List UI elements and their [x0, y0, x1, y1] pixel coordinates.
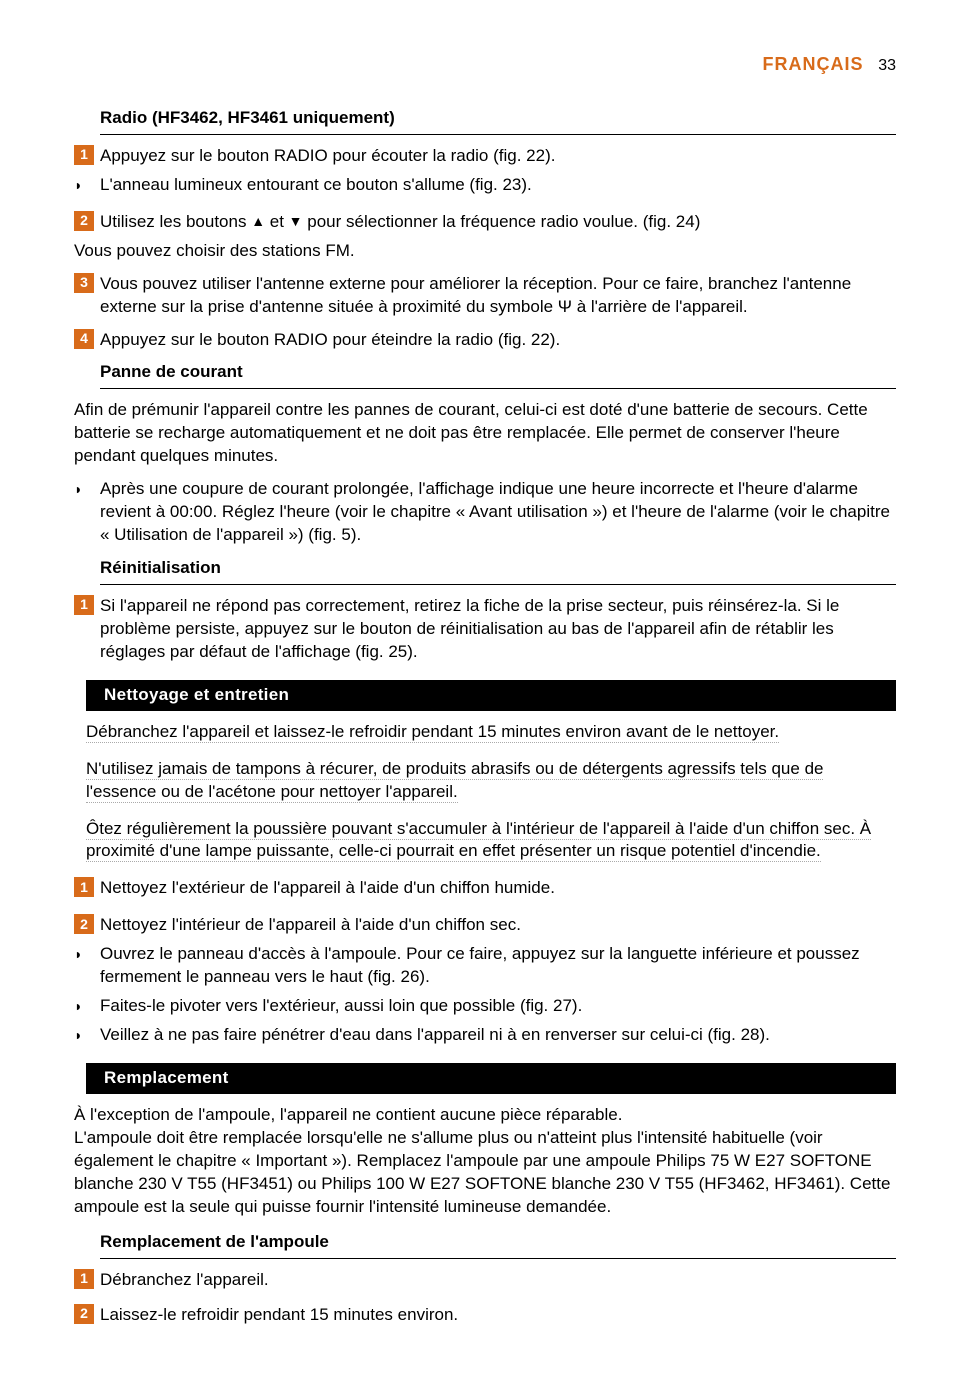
heading-remplacement-ampoule: Remplacement de l'ampoule [100, 1229, 896, 1259]
step-remp-2: 2 Laissez-le refroidir pendant 15 minute… [100, 1304, 896, 1327]
step-text: Débranchez l'appareil. [100, 1269, 896, 1292]
bullet-text: Veillez à ne pas faire pénétrer d'eau da… [100, 1024, 896, 1047]
para-remp-2: L'ampoule doit être remplacée lorsqu'ell… [74, 1127, 896, 1219]
step-text: Utilisez les boutons ▲ et ▼ pour sélecti… [100, 211, 896, 234]
up-arrow-icon: ▲ [251, 213, 265, 229]
step-number: 2 [74, 211, 94, 231]
step-radio-4: 4 Appuyez sur le bouton RADIO pour étein… [100, 329, 896, 352]
para-remp-1: À l'exception de l'ampoule, l'appareil n… [74, 1104, 896, 1127]
text-part: et [265, 212, 289, 231]
step-radio-1: 1 Appuyez sur le bouton RADIO pour écout… [100, 145, 896, 168]
bullet-icon: ◗ [74, 1024, 94, 1046]
bullet-text: Faites-le pivoter vers l'extérieur, auss… [100, 995, 896, 1018]
text-part: à l'arrière de l'appareil. [572, 297, 748, 316]
para-panne: Afin de prémunir l'appareil contre les p… [74, 399, 896, 468]
bullet-icon: ◗ [74, 943, 94, 965]
step-number: 1 [74, 1269, 94, 1289]
step-text: Nettoyez l'extérieur de l'appareil à l'a… [100, 877, 896, 900]
bullet-nett-1: ◗ Ouvrez le panneau d'accès à l'ampoule.… [100, 943, 896, 989]
step-radio-2: 2 Utilisez les boutons ▲ et ▼ pour sélec… [100, 211, 896, 234]
bullet-panne: ◗ Après une coupure de courant prolongée… [100, 478, 896, 547]
bullet-text: Ouvrez le panneau d'accès à l'ampoule. P… [100, 943, 896, 989]
hazard-text: Débranchez l'appareil et laissez-le refr… [86, 722, 779, 743]
antenna-icon: Ψ [558, 297, 572, 316]
bullet-icon: ◗ [74, 995, 94, 1017]
header-page-number: 33 [878, 57, 896, 74]
header-language: FRANÇAIS [762, 54, 863, 74]
bar-remplacement: Remplacement [86, 1063, 896, 1094]
hazard-3: Ôtez régulièrement la poussière pouvant … [86, 818, 896, 864]
step-nettoyage-1: 1 Nettoyez l'extérieur de l'appareil à l… [100, 877, 896, 900]
step-remp-1: 1 Débranchez l'appareil. [100, 1269, 896, 1292]
bullet-text: L'anneau lumineux entourant ce bouton s'… [100, 174, 896, 197]
bullet-nett-3: ◗ Veillez à ne pas faire pénétrer d'eau … [100, 1024, 896, 1047]
page-header: FRANÇAIS 33 [86, 52, 896, 77]
step-number: 1 [74, 877, 94, 897]
step-number: 2 [74, 914, 94, 934]
step-text: Appuyez sur le bouton RADIO pour écouter… [100, 145, 896, 168]
text-part: pour sélectionner la fréquence radio vou… [303, 212, 701, 231]
step-text: Si l'appareil ne répond pas correctement… [100, 595, 896, 664]
step-text: Appuyez sur le bouton RADIO pour éteindr… [100, 329, 896, 352]
step-number: 1 [74, 145, 94, 165]
step-text: Laissez-le refroidir pendant 15 minutes … [100, 1304, 896, 1327]
hazard-2: N'utilisez jamais de tampons à récurer, … [86, 758, 896, 804]
note-radio-fm: Vous pouvez choisir des stations FM. [74, 240, 896, 263]
text-part: Utilisez les boutons [100, 212, 251, 231]
heading-radio: Radio (HF3462, HF3461 uniquement) [100, 105, 896, 135]
heading-reinit: Réinitialisation [100, 555, 896, 585]
step-text: Nettoyez l'intérieur de l'appareil à l'a… [100, 914, 896, 937]
bullet-icon: ◗ [74, 478, 94, 500]
bullet-radio-1: ◗ L'anneau lumineux entourant ce bouton … [100, 174, 896, 197]
step-radio-3: 3 Vous pouvez utiliser l'antenne externe… [100, 273, 896, 319]
hazard-1: Débranchez l'appareil et laissez-le refr… [86, 721, 896, 744]
bullet-nett-2: ◗ Faites-le pivoter vers l'extérieur, au… [100, 995, 896, 1018]
hazard-text: N'utilisez jamais de tampons à récurer, … [86, 759, 823, 803]
step-number: 4 [74, 329, 94, 349]
step-number: 2 [74, 1304, 94, 1324]
hazard-text: Ôtez régulièrement la poussière pouvant … [86, 819, 871, 863]
bar-nettoyage: Nettoyage et entretien [86, 680, 896, 711]
bullet-icon: ◗ [74, 174, 94, 196]
step-number: 3 [74, 273, 94, 293]
step-reinit-1: 1 Si l'appareil ne répond pas correcteme… [100, 595, 896, 664]
down-arrow-icon: ▼ [289, 213, 303, 229]
step-number: 1 [74, 595, 94, 615]
step-text: Vous pouvez utiliser l'antenne externe p… [100, 273, 896, 319]
step-nettoyage-2: 2 Nettoyez l'intérieur de l'appareil à l… [100, 914, 896, 937]
manual-page: FRANÇAIS 33 Radio (HF3462, HF3461 unique… [0, 0, 954, 1392]
bullet-text: Après une coupure de courant prolongée, … [100, 478, 896, 547]
heading-panne: Panne de courant [100, 359, 896, 389]
